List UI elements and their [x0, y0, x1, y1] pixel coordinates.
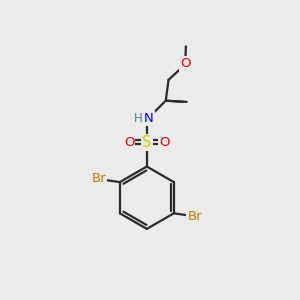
- Text: H: H: [134, 112, 142, 125]
- Text: O: O: [124, 136, 134, 149]
- Text: O: O: [159, 136, 170, 149]
- Text: S: S: [142, 135, 152, 150]
- Text: Br: Br: [187, 211, 202, 224]
- Text: O: O: [180, 58, 190, 70]
- Text: N: N: [144, 112, 154, 125]
- Text: Br: Br: [92, 172, 106, 185]
